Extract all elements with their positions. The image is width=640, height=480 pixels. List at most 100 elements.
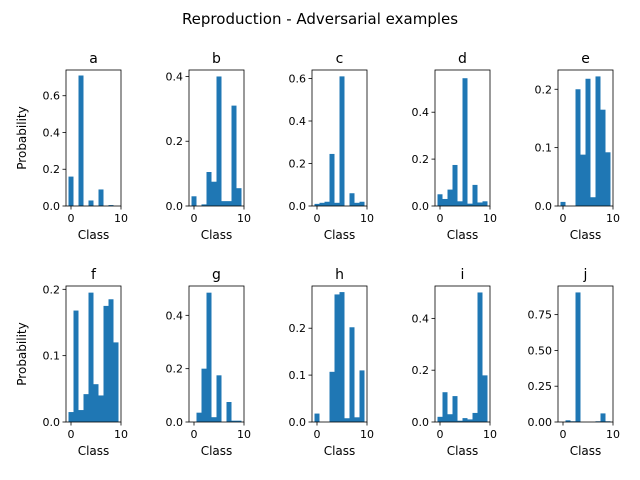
bar-class-7 [226,201,232,206]
xtick-label: 0 [437,428,444,441]
bar-class-4 [334,202,340,206]
bar-class-5 [585,78,591,206]
subplot-title: d [458,51,467,67]
bar-class-3 [452,164,458,206]
x-axis-label: Class [78,228,110,242]
xtick-label: 10 [237,212,251,225]
ytick-label: 0.0 [289,200,307,213]
bar-class-3 [206,292,212,422]
bar-class-4 [457,201,463,206]
bar-class-0 [68,412,74,422]
bar-class-6 [344,418,350,422]
bar-class-8 [108,299,114,422]
ytick-label: 0.2 [289,322,307,335]
axes-frame [434,69,491,207]
bar-class-2 [201,204,207,206]
ytick-label: 0.2 [43,163,61,176]
bar-class-6 [98,189,104,206]
xtick-label: 10 [606,428,620,441]
bar-class-3 [575,89,581,206]
bar-class-2 [201,368,207,422]
xtick-label: 0 [191,212,198,225]
xtick-label: 10 [360,428,374,441]
ytick-label: 0.2 [43,283,61,296]
subplot-g: g 0.0 0.2 0.4 0 10 Class [166,267,252,458]
subplot-a: a 0.0 0.2 0.4 0.6 0 10 Class Probability [15,51,128,242]
bar-class-8 [108,205,114,206]
bar-class-5 [339,76,345,207]
xtick-label: 0 [560,212,567,225]
subplot-title: g [212,267,221,283]
xtick-label: 10 [483,212,497,225]
y-axis-label: Probability [15,106,29,169]
ytick-label: 0.0 [289,416,307,429]
ytick-label: 0.2 [166,363,184,376]
x-axis-label: Class [78,444,110,458]
axes-frame [434,285,491,423]
bar-class-3 [329,153,335,206]
bar-class-4 [88,200,94,206]
bar-class-3 [575,292,581,422]
bar-class-5 [462,78,468,206]
bar-class-7 [226,402,232,422]
subplot-j: j 0.00 0.25 0.50 0.75 0 10 Class [528,267,621,458]
bar-class-8 [477,202,483,206]
bar-class-2 [447,414,453,422]
bar-class-9 [236,188,242,206]
x-axis-label: Class [447,228,479,242]
x-axis-label: Class [570,444,602,458]
subplot-title: i [461,267,465,283]
subplot-b: b 0.0 0.2 0.4 0 10 Class [166,51,252,242]
subplot-h: h 0.0 0.1 0.2 0 10 Class [289,267,375,458]
xtick-label: 0 [560,428,567,441]
axes-frame [65,69,122,207]
bar-class-4 [211,417,217,422]
figure-suptitle: Reproduction - Adversarial examples [182,10,458,28]
bar-class-9 [482,375,488,422]
ytick-label: 0.2 [535,83,553,96]
bar-class-8 [600,109,606,206]
ytick-label: 0.2 [166,135,184,148]
ytick-label: 0.0 [43,200,61,213]
bar-class-1 [196,412,202,422]
bar-class-0 [560,201,566,206]
bar-class-0 [437,194,443,206]
subplot-c: c 0.0 0.2 0.4 0.6 0 10 Class [289,51,375,242]
ytick-label: 0.00 [528,416,553,429]
subplot-title: e [581,51,590,67]
bar-class-4 [580,154,586,206]
bar-class-3 [83,394,89,422]
xtick-label: 0 [314,212,321,225]
bar-class-9 [359,370,365,422]
x-axis-label: Class [201,444,233,458]
bar-class-8 [354,417,360,422]
bar-class-9 [482,201,488,206]
xtick-label: 0 [437,212,444,225]
subplot-d: d 0.0 0.2 0.4 0 10 Class [412,51,498,242]
ytick-label: 0.25 [528,380,553,393]
y-axis-label: Probability [15,322,29,385]
ytick-label: 0.4 [412,106,430,119]
subplot-title: f [91,267,97,283]
bar-class-0 [314,203,320,207]
bar-class-0 [437,416,443,422]
bar-class-9 [605,152,611,206]
bar-class-4 [457,420,463,422]
ytick-label: 0.0 [43,416,61,429]
xtick-label: 0 [314,428,321,441]
bar-class-1 [565,420,571,422]
bar-class-6 [98,395,104,422]
ytick-label: 0.4 [166,70,184,83]
bar-class-4 [334,294,340,422]
x-axis-label: Class [201,228,233,242]
bar-class-8 [354,202,360,206]
x-axis-label: Class [324,444,356,458]
subplot-grid: a 0.0 0.2 0.4 0.6 0 10 Class Probability b 0.0 0.2 0… [15,51,620,458]
xtick-label: 10 [114,428,128,441]
ytick-label: 0.75 [528,309,553,322]
xtick-label: 10 [606,212,620,225]
subplot-title: j [583,267,588,283]
ytick-label: 0.4 [289,115,307,128]
bar-class-1 [442,392,448,422]
